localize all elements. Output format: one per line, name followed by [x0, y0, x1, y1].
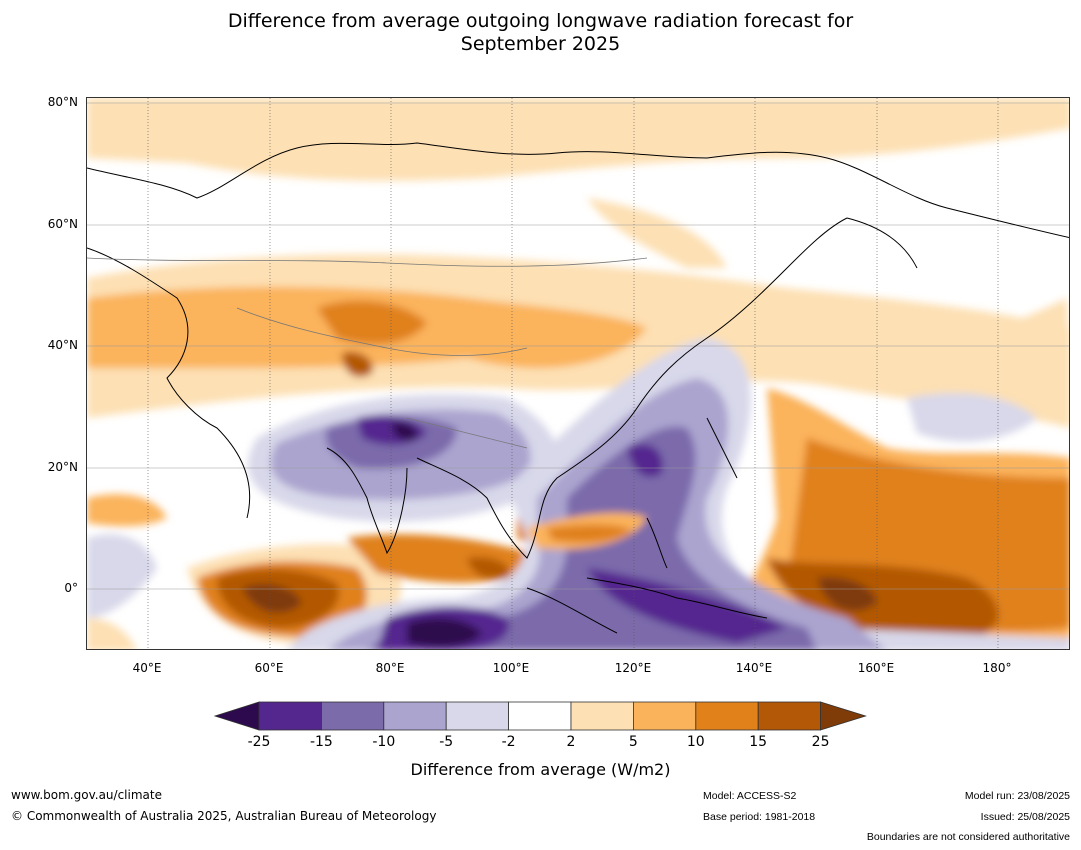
- map-area: [86, 97, 1070, 650]
- lon-label-140e: 140°E: [735, 661, 773, 675]
- colorbar-segment-3: [445, 701, 509, 731]
- colorbar-segment-4: [508, 701, 572, 731]
- colorbar-tick-label: -5: [439, 734, 454, 750]
- lat-label-60n: 60°N: [47, 217, 78, 231]
- colorbar-segment-7: [695, 701, 759, 731]
- lon-label-60e: 60°E: [254, 661, 284, 675]
- lon-label-80e: 80°E: [375, 661, 405, 675]
- colorbar-extend-low: [214, 701, 260, 731]
- base-period-info: Base period: 1981-2018: [703, 811, 816, 823]
- anomaly-fill: [87, 98, 1069, 649]
- model-run-info: Model run: 23/08/2025: [964, 790, 1070, 802]
- map-title: Difference from average outgoing longwav…: [0, 10, 1081, 56]
- colorbar-segment-0: [258, 701, 322, 731]
- colorbar-tick-label: 5: [628, 734, 638, 750]
- colorbar-segment-6: [632, 701, 697, 731]
- colorbar-segment-1: [321, 701, 385, 731]
- colorbar: [214, 701, 867, 731]
- colorbar-tick-label: -25: [247, 734, 271, 750]
- colorbar-segment-5: [570, 701, 634, 731]
- graticule: [147, 98, 999, 649]
- lon-label-180: 180°: [982, 661, 1012, 675]
- colorbar-segment-2: [383, 701, 447, 731]
- olr-anomaly-map: [87, 98, 1069, 649]
- lon-label-100e: 100°E: [492, 661, 530, 675]
- colorbar-tick-label: -10: [372, 734, 396, 750]
- lat-label-0: 0°: [64, 581, 78, 595]
- borders: [87, 257, 648, 449]
- lon-label-40e: 40°E: [132, 661, 162, 675]
- title-line-2: September 2025: [460, 33, 621, 55]
- colorbar-tick-label: 15: [749, 734, 768, 750]
- colorbar-label: Difference from average (W/m2): [410, 760, 671, 779]
- colorbar-tick-label: 10: [686, 734, 705, 750]
- model-info: Model: ACCESS-S2: [703, 790, 797, 802]
- issued-info: Issued: 25/08/2025: [980, 811, 1070, 823]
- coastlines: [87, 142, 1069, 634]
- title-line-1: Difference from average outgoing longwav…: [227, 10, 854, 32]
- copyright-text: © Commonwealth of Australia 2025, Austra…: [11, 809, 437, 823]
- lat-label-20n: 20°N: [47, 460, 78, 474]
- lat-label-40n: 40°N: [47, 338, 78, 352]
- colorbar-tick-label: -2: [501, 734, 516, 750]
- colorbar-tick-label: 2: [566, 734, 576, 750]
- lon-label-120e: 120°E: [614, 661, 652, 675]
- colorbar-tick-label: 25: [811, 734, 830, 750]
- website-link[interactable]: www.bom.gov.au/climate: [11, 788, 162, 802]
- lat-lines: [87, 102, 1069, 590]
- colorbar-tick-label: -15: [309, 734, 333, 750]
- disclaimer-text: Boundaries are not considered authoritat…: [866, 831, 1070, 843]
- colorbar-segment-8: [757, 701, 822, 731]
- colorbar-extend-high: [820, 701, 867, 731]
- lat-label-80n: 80°N: [47, 95, 78, 109]
- lon-label-160e: 160°E: [857, 661, 895, 675]
